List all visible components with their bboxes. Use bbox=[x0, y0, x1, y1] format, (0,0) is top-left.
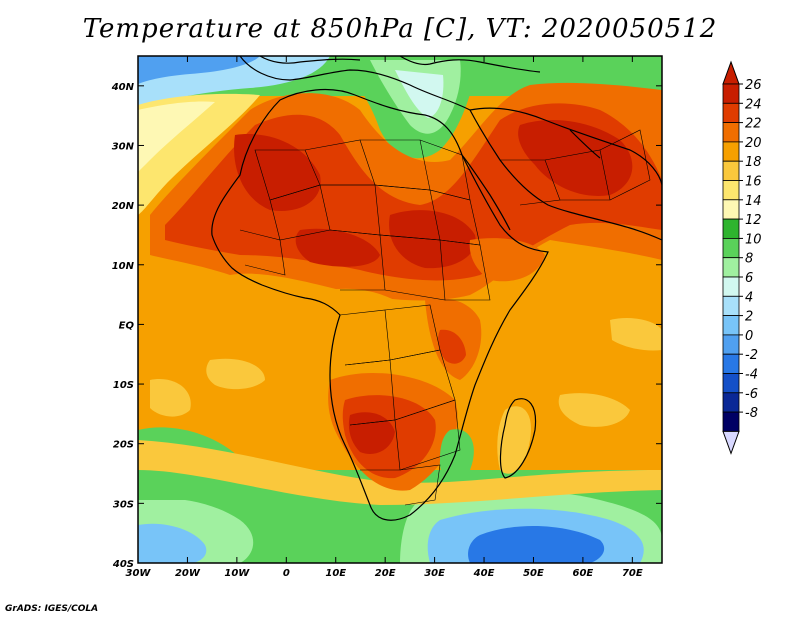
lat-label: 40S bbox=[112, 559, 134, 570]
colorbar-label: 24 bbox=[745, 97, 762, 112]
lon-label: 10W bbox=[224, 568, 250, 579]
lat-label: 10S bbox=[113, 380, 134, 391]
lat-label: 40N bbox=[111, 82, 135, 93]
arabia-coast bbox=[469, 107, 662, 241]
med-cool-center bbox=[395, 70, 444, 118]
south-cold-center bbox=[468, 525, 605, 563]
africa-coastline bbox=[211, 89, 549, 521]
colorbar-swatch bbox=[722, 237, 740, 259]
grads-credit: GrADS: IGES/COLA bbox=[5, 604, 99, 614]
lon-label: 0 bbox=[283, 568, 290, 579]
colorbar-label: 8 bbox=[745, 252, 753, 267]
colorbar-label: -4 bbox=[745, 368, 758, 383]
northeast-cool bbox=[480, 56, 662, 89]
south-transition-yellow bbox=[138, 440, 662, 505]
north-atlantic-cold bbox=[138, 56, 260, 84]
colorbar-swatch bbox=[722, 334, 740, 355]
lon-label: 70E bbox=[622, 568, 643, 579]
latitude-labels: 40N 30N 20N 10N EQ 10S 20S 30S 40S bbox=[111, 82, 135, 570]
indian-ocean-spot bbox=[558, 393, 630, 427]
colorbar-label: -6 bbox=[745, 387, 758, 402]
med-coast bbox=[239, 56, 471, 111]
colorbar-label: 16 bbox=[745, 175, 762, 190]
colorbar-label: 14 bbox=[745, 194, 762, 209]
colorbar-label: 22 bbox=[745, 117, 762, 132]
lon-label: 50E bbox=[523, 568, 544, 579]
southeast-africa-cool bbox=[439, 429, 474, 479]
colorbar-swatch bbox=[722, 199, 740, 220]
atlantic-south-spot-2 bbox=[150, 379, 191, 417]
europe-coast bbox=[259, 56, 541, 73]
colorbar-swatch bbox=[722, 373, 740, 394]
colorbar-swatch bbox=[722, 295, 740, 316]
lat-label: 30N bbox=[112, 141, 135, 152]
lon-label: 40E bbox=[473, 568, 495, 579]
colorbar-label: 20 bbox=[745, 136, 762, 151]
colorbar-label: 6 bbox=[745, 271, 753, 286]
lat-label: 20N bbox=[112, 201, 135, 212]
colorbar-label: 12 bbox=[745, 213, 762, 228]
colorbar-swatch bbox=[722, 411, 740, 432]
lat-label: 30S bbox=[113, 499, 134, 510]
lat-label: EQ bbox=[119, 320, 135, 331]
colorbar-swatch bbox=[722, 122, 740, 143]
colorbar-label: -2 bbox=[745, 348, 758, 363]
lon-label: 10E bbox=[325, 568, 346, 579]
colorbar-label: 2 bbox=[745, 310, 753, 325]
congo-warm bbox=[330, 288, 423, 366]
longitude-labels: 30W 20W 10W 0 10E 20E 30E 40E 50E 60E 70E bbox=[126, 568, 643, 579]
colorbar-swatch bbox=[722, 315, 740, 336]
east-africa-core bbox=[437, 329, 466, 364]
angola-core bbox=[348, 412, 395, 454]
colorbar-label: 26 bbox=[745, 78, 762, 93]
lon-label: 20E bbox=[375, 568, 396, 579]
temperature-field bbox=[138, 56, 662, 563]
horn-warm bbox=[469, 238, 545, 282]
colorbar-swatch bbox=[722, 102, 740, 124]
colorbar-label: -8 bbox=[745, 406, 758, 421]
colorbar-label: 18 bbox=[745, 155, 762, 170]
colorbar-swatch bbox=[722, 160, 740, 181]
indian-ocean-spot-2 bbox=[610, 318, 662, 351]
red-sea bbox=[461, 154, 511, 231]
colorbar-overflow-low bbox=[722, 430, 740, 455]
colorbar-label: 10 bbox=[745, 232, 762, 247]
colorbar-swatch bbox=[722, 276, 740, 297]
lat-label: 10N bbox=[112, 261, 135, 272]
coastlines bbox=[211, 56, 662, 521]
lon-label: 30E bbox=[424, 568, 445, 579]
colorbar-swatch bbox=[722, 141, 740, 162]
atlantic-south-spot bbox=[206, 358, 265, 390]
arabia-core bbox=[518, 120, 633, 196]
colorbar-swatch bbox=[722, 353, 740, 374]
country-borders bbox=[239, 129, 651, 506]
colorbar-overflow-high bbox=[722, 60, 740, 85]
colorbar-swatch bbox=[722, 180, 740, 201]
lat-label: 20S bbox=[113, 440, 134, 451]
colorbar-swatch bbox=[722, 218, 740, 239]
colorbar-label: 0 bbox=[745, 329, 753, 344]
sahel-strip bbox=[295, 228, 380, 267]
west-atlantic-light bbox=[138, 101, 215, 172]
lon-label: 20W bbox=[175, 568, 201, 579]
colorbar-label: 4 bbox=[745, 290, 753, 305]
axis-ticks bbox=[137, 56, 662, 564]
madagascar-coast bbox=[499, 398, 537, 479]
lon-label: 60E bbox=[573, 568, 594, 579]
persian-gulf bbox=[569, 129, 601, 159]
colorbar-swatch bbox=[722, 257, 740, 278]
map-title: Temperature at 850hPa [C], VT: 202005051… bbox=[82, 14, 718, 44]
map-frame bbox=[137, 55, 663, 564]
colorbar-swatch bbox=[722, 392, 740, 413]
south-west-cold-core bbox=[138, 523, 207, 563]
lon-label: 30W bbox=[126, 568, 152, 579]
colorbar-swatch bbox=[722, 83, 740, 104]
